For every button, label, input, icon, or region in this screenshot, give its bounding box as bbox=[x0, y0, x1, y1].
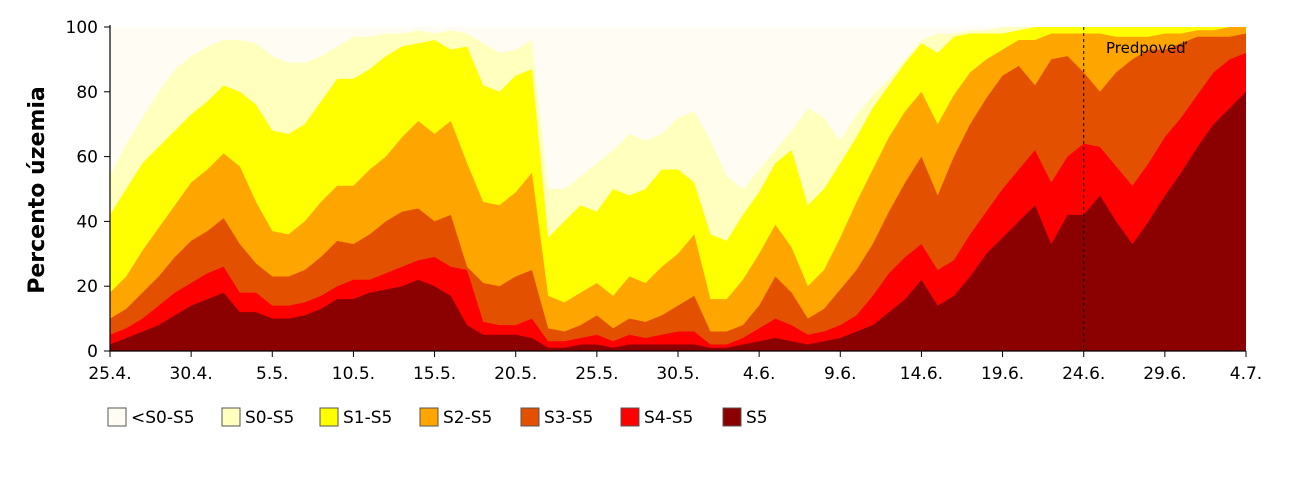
legend-swatch bbox=[221, 407, 241, 427]
legend-label: S1-S5 bbox=[343, 408, 392, 428]
x-tick-label: 30.5. bbox=[656, 364, 699, 384]
legend-label: S3-S5 bbox=[544, 408, 593, 428]
x-tick-label: 20.5. bbox=[494, 364, 537, 384]
x-tick-label: 14.6. bbox=[900, 364, 943, 384]
area-series-6 bbox=[110, 52, 1246, 352]
legend-label: S4-S5 bbox=[644, 408, 693, 428]
legend-label: S2-S5 bbox=[443, 408, 492, 428]
forecast-annotation: Predpoveď bbox=[1106, 39, 1187, 57]
y-tick-label: 20 bbox=[76, 277, 98, 297]
y-tick-label: 0 bbox=[87, 342, 98, 362]
legend-swatch bbox=[520, 407, 540, 427]
x-tick-label: 15.5. bbox=[413, 364, 456, 384]
x-tick-label: 30.4. bbox=[170, 364, 213, 384]
y-axis-title: Percento územia bbox=[25, 86, 50, 294]
y-tick-label: 60 bbox=[76, 148, 98, 168]
x-tick-label: 5.5. bbox=[256, 364, 288, 384]
x-tick-label: 4.6. bbox=[743, 364, 775, 384]
y-tick-label: 80 bbox=[76, 83, 98, 103]
legend-label: <S0-S5 bbox=[131, 408, 195, 428]
areas-layer bbox=[110, 27, 1246, 352]
x-tick-label: 24.6. bbox=[1062, 364, 1105, 384]
legend: <S0-S5 S0-S5 S1-S5 S2-S5 S3-S5 S4-S5 S5 bbox=[107, 407, 768, 428]
y-tick-label: 40 bbox=[76, 212, 98, 232]
legend-swatch bbox=[107, 407, 127, 427]
legend-swatch bbox=[722, 407, 742, 427]
legend-swatch bbox=[319, 407, 339, 427]
legend-swatch bbox=[620, 407, 640, 427]
legend-swatch bbox=[419, 407, 439, 427]
area-series-7 bbox=[110, 91, 1246, 352]
legend-label: S0-S5 bbox=[245, 408, 294, 428]
x-tick-label: 19.6. bbox=[981, 364, 1024, 384]
axes-layer: 0 20 40 60 80 100 25.4. 30.4. 5.5. 10.5. 15.5. 20.5… bbox=[66, 18, 1263, 384]
x-tick-label: 4.7. bbox=[1230, 364, 1262, 384]
legend-label: S5 bbox=[746, 408, 768, 428]
x-tick-label: 25.4. bbox=[88, 364, 131, 384]
x-tick-label: 9.6. bbox=[824, 364, 856, 384]
x-tick-label: 10.5. bbox=[332, 364, 375, 384]
y-tick-label: 100 bbox=[66, 18, 98, 38]
x-tick-label: 29.6. bbox=[1143, 364, 1186, 384]
x-tick-label: 25.5. bbox=[575, 364, 618, 384]
